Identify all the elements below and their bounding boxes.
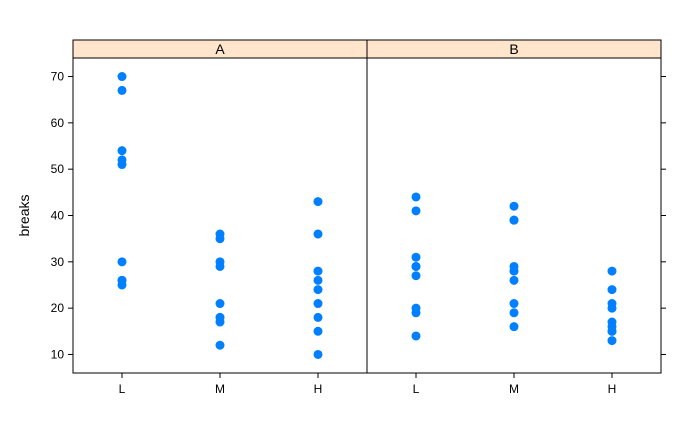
data-point-b-h-4 <box>607 336 617 346</box>
data-point-a-h-5 <box>313 197 323 207</box>
y-tick-label-60: 60 <box>51 116 65 130</box>
data-point-a-h-2 <box>313 285 323 295</box>
data-point-b-l-1 <box>411 331 421 341</box>
data-point-b-m-6 <box>509 299 519 309</box>
data-point-b-h-1 <box>607 299 617 309</box>
data-point-b-h-7 <box>607 322 617 332</box>
y-axis-title: breaks <box>16 194 32 236</box>
data-point-b-l-7 <box>411 303 421 313</box>
data-point-a-h-6 <box>313 266 323 276</box>
data-point-b-l-4 <box>411 261 421 271</box>
data-point-a-m-1 <box>215 299 225 309</box>
data-point-a-h-7 <box>313 326 323 336</box>
data-point-b-m-3 <box>509 322 519 332</box>
data-point-a-l-7 <box>117 275 127 285</box>
data-point-a-h-4 <box>313 349 323 359</box>
data-point-b-m-0 <box>509 201 519 211</box>
data-point-a-l-8 <box>117 85 127 95</box>
data-point-a-h-3 <box>313 312 323 322</box>
data-point-b-l-8 <box>411 192 421 202</box>
y-tick-label-20: 20 <box>51 301 65 315</box>
strip-label-b: B <box>509 41 518 57</box>
y-tick-label-50: 50 <box>51 162 65 176</box>
data-point-a-l-6 <box>117 160 127 170</box>
data-point-a-h-0 <box>313 229 323 239</box>
x-tick-label-a-l: L <box>119 382 126 396</box>
y-tick-label-30: 30 <box>51 255 65 269</box>
data-point-b-l-6 <box>411 206 421 216</box>
x-tick-label-b-l: L <box>413 382 420 396</box>
y-tick-label-40: 40 <box>51 209 65 223</box>
data-point-b-h-2 <box>607 285 617 295</box>
data-point-b-m-8 <box>509 261 519 271</box>
data-point-b-h-8 <box>607 266 617 276</box>
data-point-a-h-1 <box>313 299 323 309</box>
data-point-a-m-5 <box>215 312 225 322</box>
x-tick-label-b-m: M <box>509 382 519 396</box>
y-tick-label-10: 10 <box>51 347 65 361</box>
data-point-a-m-8 <box>215 229 225 239</box>
data-point-b-m-7 <box>509 215 519 225</box>
x-tick-label-a-h: H <box>314 382 323 396</box>
y-tick-label-70: 70 <box>51 70 65 84</box>
data-point-a-m-7 <box>215 257 225 267</box>
x-tick-label-b-h: H <box>608 382 617 396</box>
data-point-a-l-1 <box>117 257 127 267</box>
data-point-a-m-4 <box>215 340 225 350</box>
data-point-a-l-4 <box>117 72 127 82</box>
data-point-b-m-2 <box>509 308 519 318</box>
x-tick-label-a-m: M <box>215 382 225 396</box>
data-point-a-l-2 <box>117 146 127 156</box>
data-point-b-l-0 <box>411 271 421 281</box>
data-point-b-m-1 <box>509 275 519 285</box>
data-point-a-h-8 <box>313 275 323 285</box>
strip-label-a: A <box>215 41 225 57</box>
data-point-b-l-5 <box>411 252 421 262</box>
